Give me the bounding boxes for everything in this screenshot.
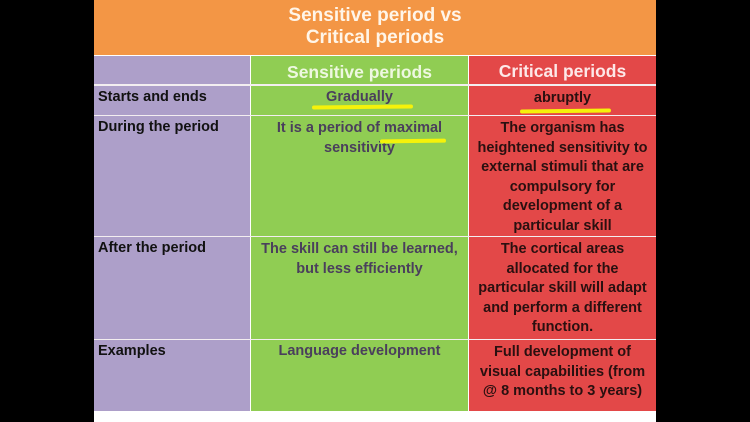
row-divider [94, 84, 656, 86]
sensitive-during-the-period: It is a period of maximal sensitivity [251, 116, 468, 236]
row-divider [94, 339, 656, 340]
header-empty-cell [94, 56, 250, 84]
sensitive-examples: Language development [251, 340, 468, 411]
row-label-examples: Examples [94, 340, 250, 411]
row-label-after-the-period: After the period [94, 237, 250, 339]
slide-title: Sensitive period vs Critical periods [94, 0, 656, 55]
title-line-2: Critical periods [305, 27, 445, 48]
sensitive-during-text: It is a period of [276, 120, 385, 136]
header-sensitive-periods: Sensitive periods [251, 56, 468, 84]
row-divider [94, 236, 656, 237]
slide: Sensitive period vs Critical periods Sen… [94, 0, 656, 422]
row-label-during-the-period: During the period [94, 116, 250, 236]
sensitive-starts-and-ends: Gradually [251, 86, 468, 115]
row-divider [94, 115, 656, 116]
critical-during-the-period: The organism has heightened sensitivity … [469, 116, 656, 236]
sensitive-during-text-2: sensitivity [324, 139, 395, 156]
highlighted-maximal: maximal [384, 119, 442, 139]
title-line-1: Sensitive period vs [288, 5, 462, 26]
highlighted-abruptly: abruptly [534, 89, 591, 109]
row-label-starts-and-ends: Starts and ends [94, 86, 250, 115]
critical-examples: Full development of visual capabilities … [469, 340, 656, 411]
critical-after-the-period: The cortical areas allocated for the par… [469, 237, 656, 339]
critical-starts-and-ends: abruptly [469, 86, 656, 115]
header-critical-periods: Critical periods [469, 56, 656, 84]
sensitive-after-the-period: The skill can still be learned, but less… [251, 237, 468, 339]
highlighted-gradually: Gradually [326, 89, 393, 105]
